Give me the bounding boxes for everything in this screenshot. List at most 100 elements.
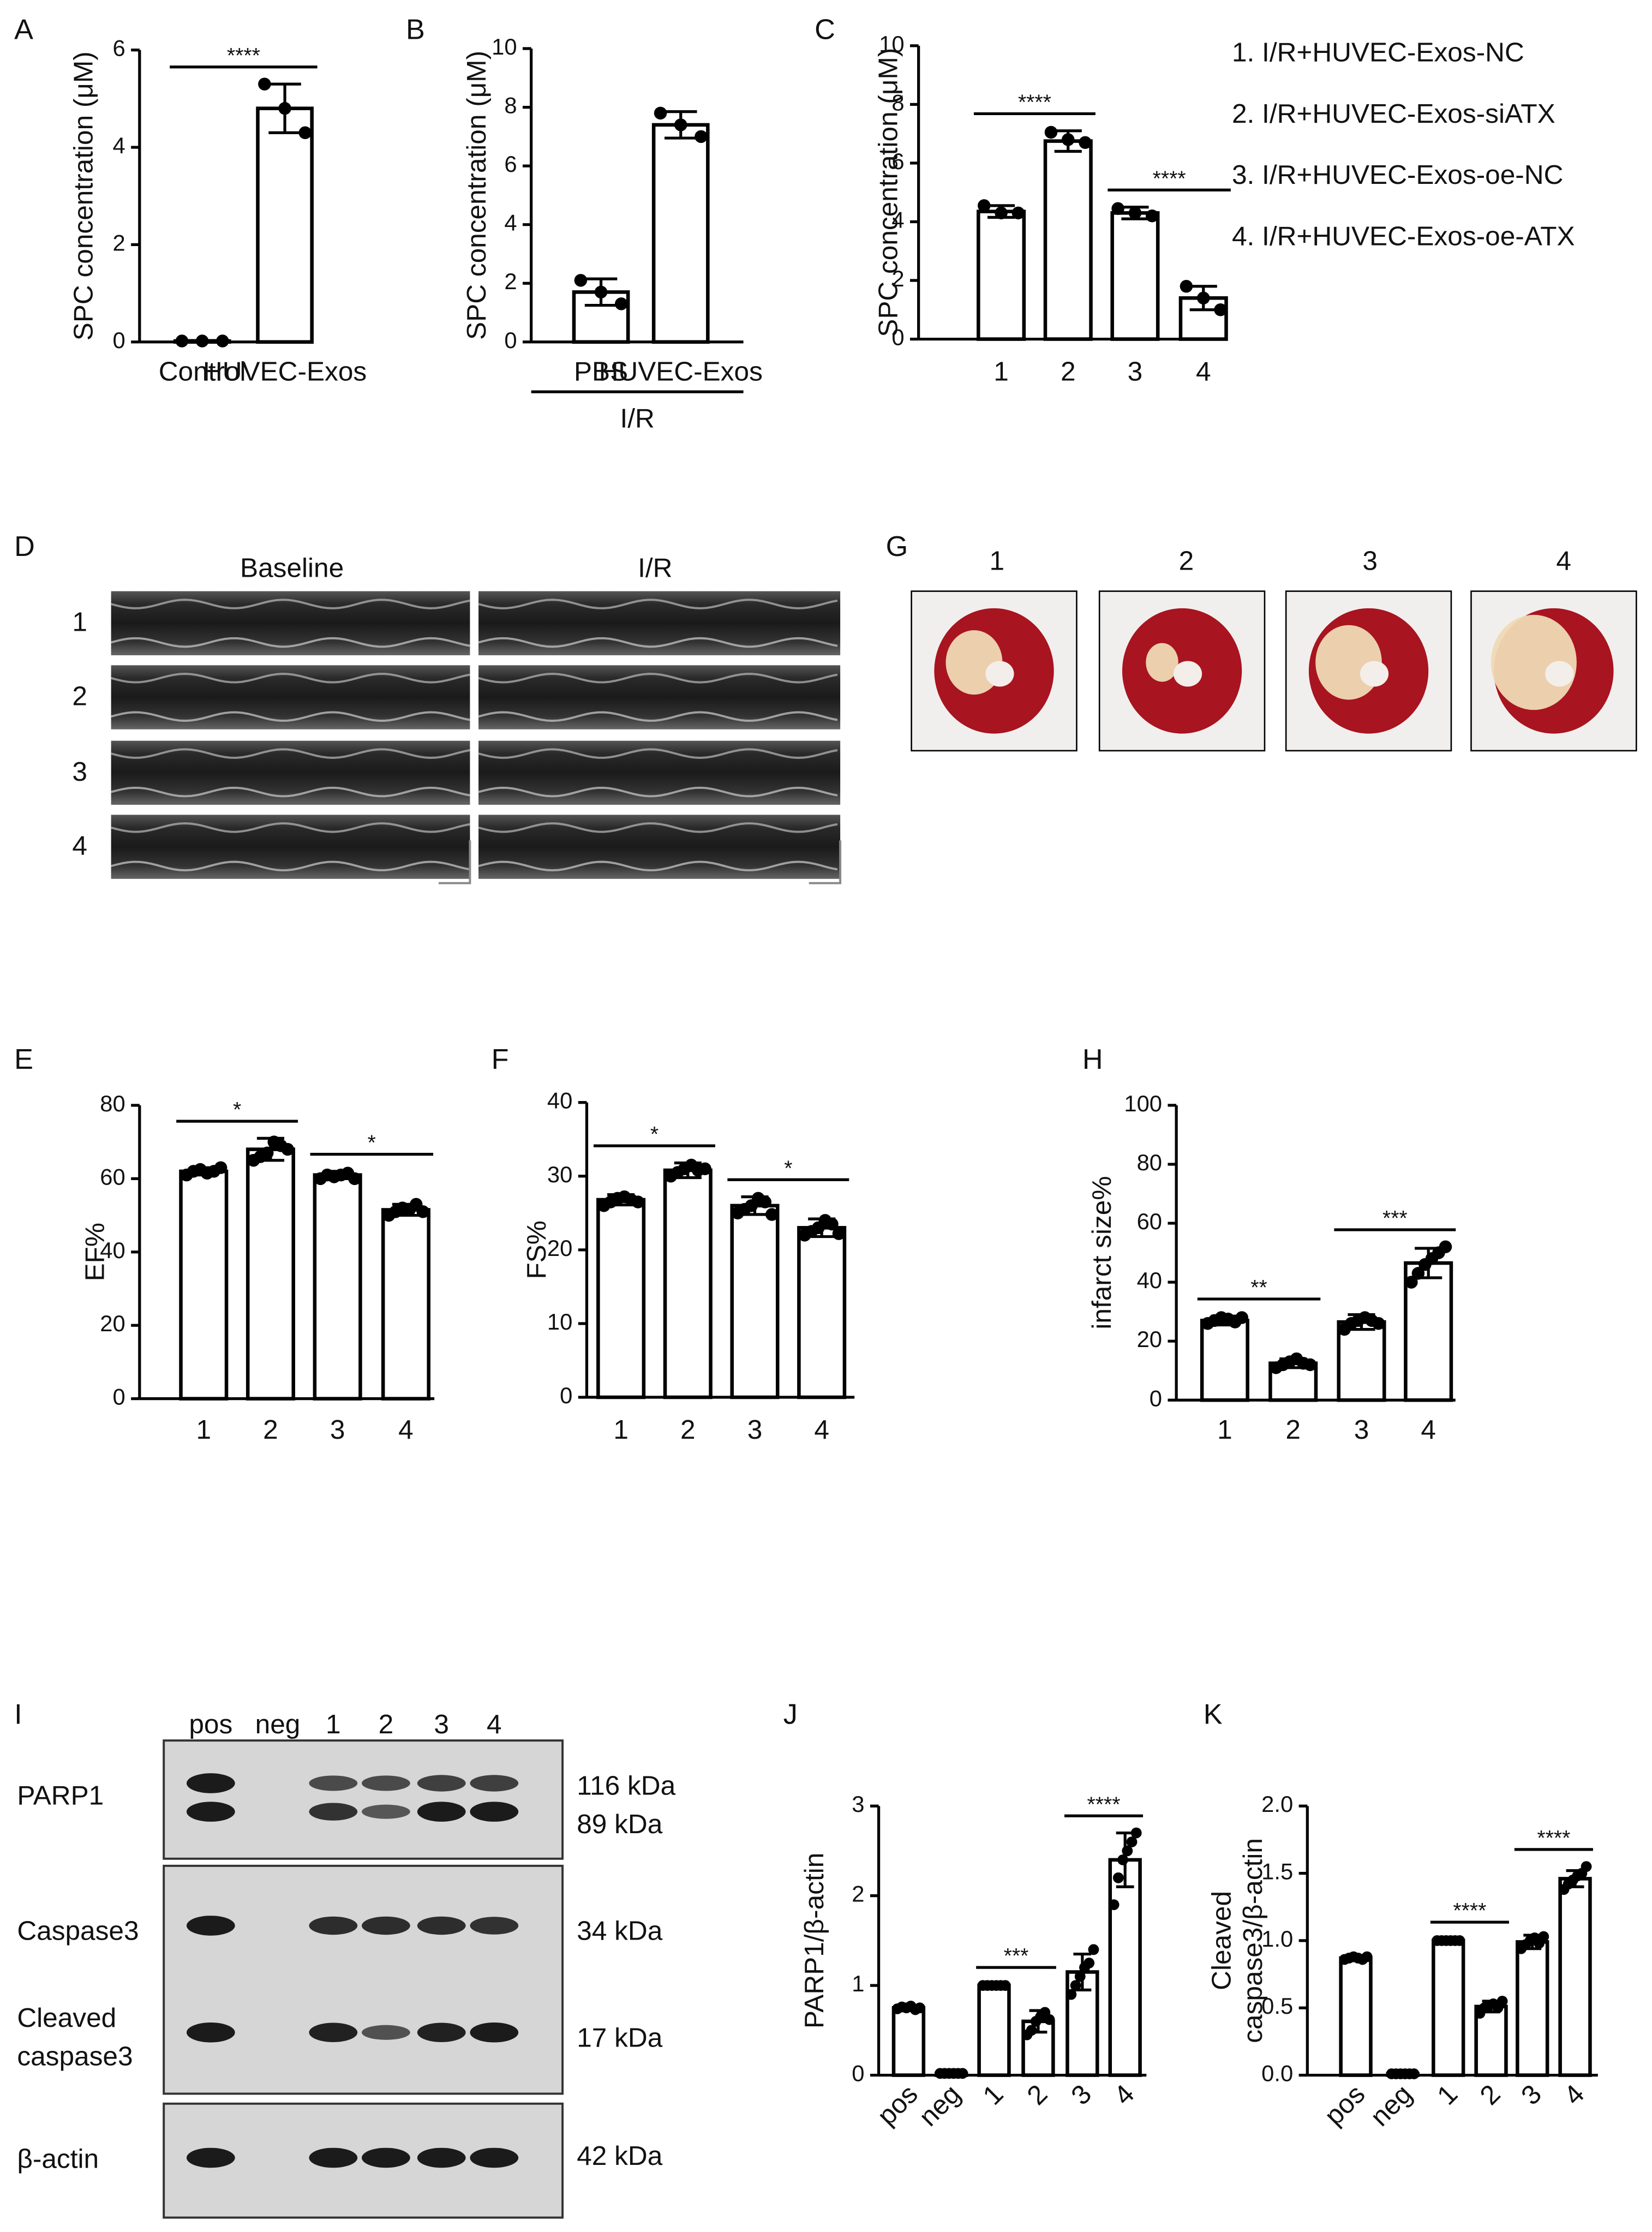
significance-label: * <box>233 1098 241 1122</box>
y-tick-label: 40 <box>1137 1267 1162 1293</box>
significance-label: **** <box>1153 167 1186 190</box>
blot-band <box>362 1775 410 1791</box>
y-tick-label: 80 <box>100 1091 125 1116</box>
echo-wall <box>478 673 838 684</box>
blot-band <box>417 2022 466 2043</box>
blot-band <box>362 2147 410 2168</box>
column-label: I/R <box>638 553 672 583</box>
data-point <box>1117 1854 1128 1865</box>
scale-bar <box>809 840 842 884</box>
bar <box>1516 1940 1549 2077</box>
x-tick-label: HUVEC-Exos <box>599 356 763 386</box>
panel-letter: E <box>14 1044 33 1075</box>
data-point <box>1122 1845 1133 1857</box>
column-label: Baseline <box>240 553 344 583</box>
size-label: 17 kDa <box>577 2022 663 2053</box>
echo-wall <box>111 711 470 722</box>
panel-letter: K <box>1204 1699 1223 1731</box>
y-tick-label: 4 <box>112 133 125 158</box>
y-axis-label: SPC concentration (μM) <box>68 51 99 340</box>
protein-label: β-actin <box>17 2143 99 2174</box>
x-tick-label: 4 <box>398 1414 414 1445</box>
y-tick-label: 10 <box>879 31 904 57</box>
panel-letter: H <box>1082 1044 1103 1075</box>
blot-band <box>186 1773 235 1793</box>
bar <box>663 1168 713 1399</box>
data-point <box>281 1142 295 1156</box>
infarct-zone <box>1491 614 1577 710</box>
data-point <box>1214 303 1227 316</box>
blot-band <box>309 1803 358 1821</box>
lumen <box>1545 661 1574 687</box>
panel-letter: G <box>886 531 908 563</box>
blot-band <box>186 1916 235 1936</box>
section-label: 2 <box>1179 545 1194 576</box>
y-tick-label: 1 <box>852 1971 864 1996</box>
data-point <box>1079 136 1092 149</box>
data-point <box>914 2002 925 2014</box>
significance-label: **** <box>1087 1793 1121 1816</box>
data-point <box>1070 1980 1081 1991</box>
blot-band <box>309 2147 358 2168</box>
significance-label: ** <box>1250 1276 1267 1300</box>
echo-wall <box>111 599 470 609</box>
y-tick-label: 80 <box>1137 1150 1162 1175</box>
bar <box>730 1204 780 1399</box>
y-tick-label: 0 <box>560 1383 572 1408</box>
x-tick-label: Control <box>159 356 246 386</box>
echo-wall <box>111 748 470 759</box>
x-tick-label: 2 <box>263 1414 278 1445</box>
lane-label: 1 <box>326 1709 341 1739</box>
row-label: 1 <box>72 607 87 637</box>
y-tick-label: 0 <box>891 325 904 350</box>
blot-band <box>470 2022 519 2043</box>
data-point <box>1111 202 1124 216</box>
data-point <box>574 274 588 287</box>
y-tick-label: 0 <box>112 1384 125 1410</box>
data-point <box>1084 1958 1095 1968</box>
y-tick-label: 2.0 <box>1261 1791 1293 1817</box>
y-axis-label: PARP1/β-actin <box>799 1853 829 2028</box>
echo-wall <box>478 860 838 872</box>
x-tick-label: 1 <box>613 1414 629 1445</box>
data-point <box>1303 1358 1317 1372</box>
y-axis-label: EF% <box>80 1223 110 1281</box>
blot-band <box>470 1802 519 1822</box>
y-tick-label: 1.5 <box>1261 1859 1293 1884</box>
blot-band <box>309 1916 358 1935</box>
data-point <box>1128 206 1142 220</box>
bar <box>179 1169 229 1401</box>
bar <box>797 1226 847 1399</box>
blot-band <box>417 1916 466 1935</box>
y-tick-label: 0.5 <box>1261 1993 1293 2019</box>
y-tick-label: 40 <box>100 1237 125 1263</box>
data-point <box>278 101 291 115</box>
y-tick-label: 2 <box>852 1881 864 1907</box>
bar <box>1110 211 1160 341</box>
y-tick-label: 20 <box>100 1311 125 1336</box>
significance-label: **** <box>1453 1899 1486 1923</box>
significance-label: * <box>784 1157 792 1180</box>
data-point <box>1361 1951 1373 1962</box>
panel-letter: B <box>406 14 425 46</box>
y-tick-label: 4 <box>891 207 904 232</box>
legend-note: 1. I/R+HUVEC-Exos-NC <box>1232 37 1524 68</box>
significance-label: **** <box>1537 1827 1570 1850</box>
data-point <box>1454 1935 1465 1946</box>
legend-note: 3. I/R+HUVEC-Exos-oe-NC <box>1232 159 1563 190</box>
data-point <box>978 199 991 212</box>
bar <box>1432 1938 1465 2077</box>
lane-label: 2 <box>379 1709 394 1739</box>
y-tick-label: 2 <box>891 266 904 291</box>
data-point <box>1108 1899 1120 1911</box>
y-tick-label: 10 <box>547 1309 572 1335</box>
y-axis-label: SPC concentration (μM) <box>461 51 492 340</box>
echo-wall <box>478 786 838 798</box>
protein-label: Caspase3 <box>17 1916 139 1946</box>
x-tick-label: HUVEC-Exos <box>203 356 367 386</box>
data-point <box>1066 1989 1077 2000</box>
data-point <box>1439 1240 1452 1254</box>
lane-label: pos <box>189 1709 232 1739</box>
lumen <box>1173 661 1202 687</box>
